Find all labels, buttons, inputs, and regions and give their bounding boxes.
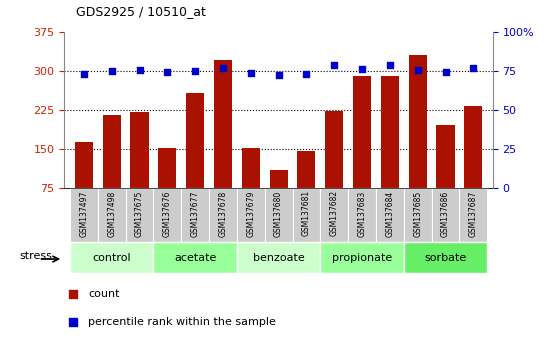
Bar: [130, 112, 148, 188]
Text: GSM137497: GSM137497: [80, 190, 88, 237]
Point: [441, 69, 450, 75]
Bar: [459, 188, 487, 242]
Bar: [320, 188, 348, 242]
Bar: [409, 55, 427, 188]
Text: GSM137681: GSM137681: [302, 190, 311, 236]
Point: [246, 70, 255, 76]
Bar: [70, 188, 98, 242]
Text: GSM137680: GSM137680: [274, 190, 283, 236]
Text: GSM137684: GSM137684: [385, 190, 394, 236]
Text: GSM137686: GSM137686: [441, 190, 450, 236]
Text: GSM137679: GSM137679: [246, 190, 255, 237]
Bar: [353, 76, 371, 188]
Point: [135, 67, 144, 73]
Bar: [70, 242, 153, 273]
Bar: [237, 188, 265, 242]
Text: GSM137685: GSM137685: [413, 190, 422, 236]
Bar: [181, 188, 209, 242]
Text: propionate: propionate: [332, 252, 392, 263]
Point: [385, 62, 394, 67]
Bar: [75, 142, 93, 188]
Text: GSM137498: GSM137498: [107, 190, 116, 236]
Text: GSM137675: GSM137675: [135, 190, 144, 237]
Text: GSM137676: GSM137676: [163, 190, 172, 237]
Bar: [404, 188, 432, 242]
Bar: [186, 93, 204, 188]
Bar: [381, 76, 399, 188]
Text: count: count: [88, 289, 119, 299]
Text: sorbate: sorbate: [424, 252, 466, 263]
Bar: [102, 115, 121, 188]
Text: stress: stress: [19, 251, 52, 261]
Bar: [432, 188, 459, 242]
Point: [413, 67, 422, 73]
Point: [107, 68, 116, 74]
Bar: [404, 242, 487, 273]
Point: [352, 176, 361, 182]
Bar: [98, 188, 125, 242]
Bar: [325, 111, 343, 188]
Bar: [158, 148, 176, 188]
Bar: [125, 188, 153, 242]
Bar: [269, 171, 288, 188]
Text: benzoate: benzoate: [253, 252, 305, 263]
Point: [274, 73, 283, 78]
Point: [190, 68, 199, 74]
Text: GSM137677: GSM137677: [190, 190, 200, 237]
Bar: [153, 188, 181, 242]
Text: GSM137687: GSM137687: [469, 190, 478, 236]
Bar: [153, 242, 237, 273]
Bar: [209, 188, 237, 242]
Point: [218, 65, 227, 70]
Bar: [464, 106, 482, 188]
Point: [469, 65, 478, 70]
Bar: [214, 61, 232, 188]
Text: GSM137682: GSM137682: [330, 190, 339, 236]
Bar: [320, 242, 404, 273]
Point: [358, 67, 367, 72]
Point: [80, 71, 88, 77]
Point: [302, 71, 311, 77]
Bar: [348, 188, 376, 242]
Text: acetate: acetate: [174, 252, 216, 263]
Text: GSM137683: GSM137683: [357, 190, 367, 236]
Text: GDS2925 / 10510_at: GDS2925 / 10510_at: [76, 5, 206, 18]
Point: [163, 69, 172, 74]
Bar: [292, 188, 320, 242]
Bar: [265, 188, 292, 242]
Bar: [436, 125, 455, 188]
Point: [330, 62, 339, 67]
Bar: [242, 148, 260, 188]
Text: percentile rank within the sample: percentile rank within the sample: [88, 317, 276, 327]
Text: control: control: [92, 252, 131, 263]
Bar: [237, 242, 320, 273]
Bar: [376, 188, 404, 242]
Text: GSM137678: GSM137678: [218, 190, 227, 236]
Bar: [297, 151, 315, 188]
